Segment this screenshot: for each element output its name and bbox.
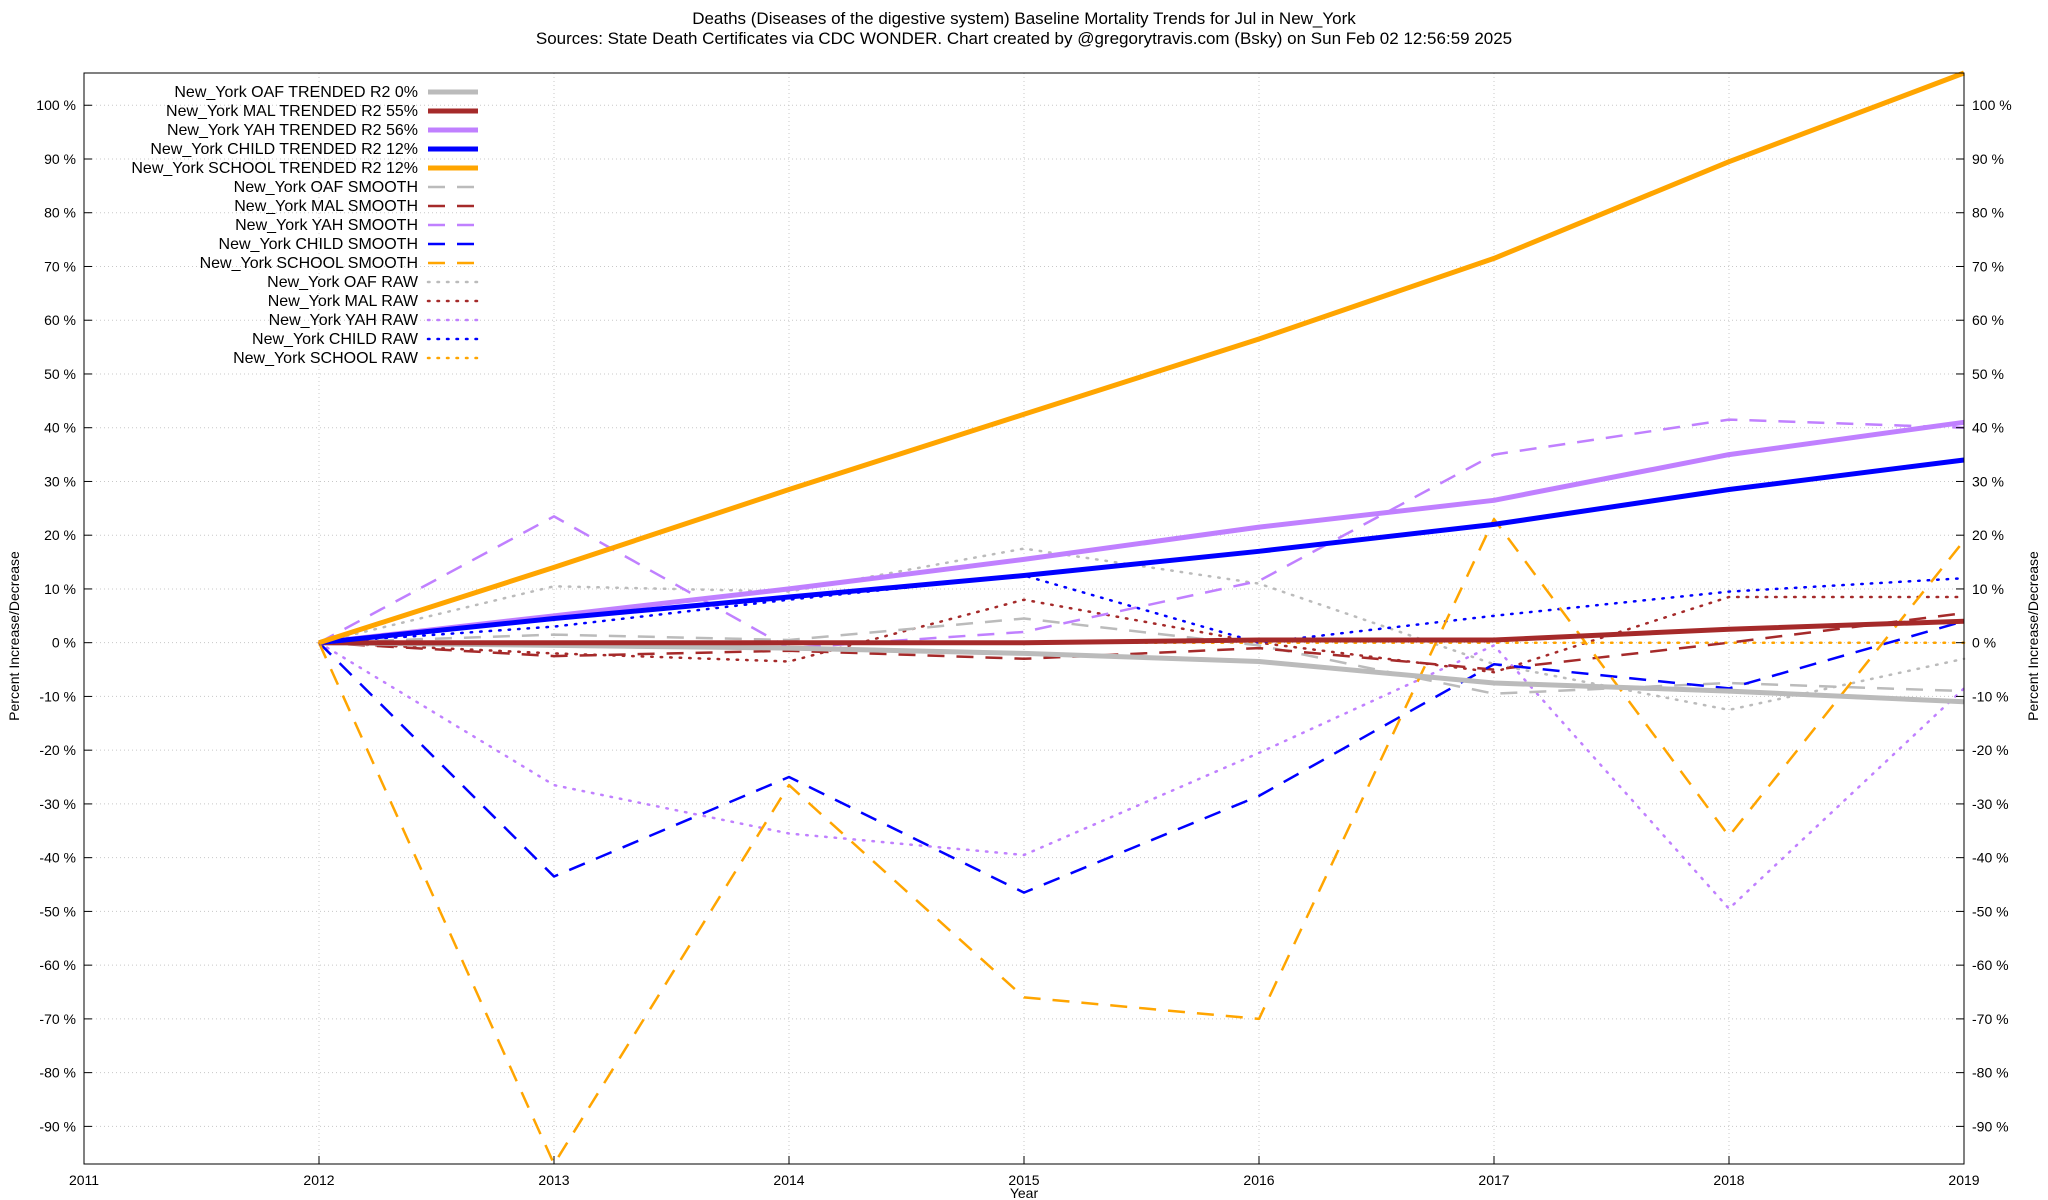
legend-label: New_York MAL TRENDED R2 55% — [166, 103, 418, 120]
y-tick-label-right: 20 % — [1972, 527, 2004, 543]
y-tick-label-right: 60 % — [1972, 312, 2004, 328]
x-tick-label: 2011 — [69, 1172, 99, 1188]
y-tick-label-left: -20 % — [39, 742, 76, 758]
y-tick-label-right: 0 % — [1972, 635, 1996, 651]
series-line-new-york-mal-smooth — [318, 611, 1965, 671]
x-tick-label: 2018 — [1713, 1172, 1744, 1188]
y-tick-label-right: 40 % — [1972, 420, 2004, 436]
y-tick-label-left: 50 % — [44, 366, 76, 382]
series-line-new-york-school-smooth — [317, 517, 1965, 1166]
y-tick-label-left: -90 % — [39, 1118, 76, 1134]
x-tick-label: 2015 — [1008, 1172, 1039, 1188]
series-line-new-york-school-trended-r2-12 — [318, 70, 1965, 646]
chart-subtitle: Sources: State Death Certificates via CD… — [536, 29, 1512, 48]
y-tick-label-right: 80 % — [1972, 205, 2004, 221]
y-tick-label-right: 50 % — [1972, 366, 2004, 382]
y-tick-label-left: 80 % — [44, 205, 76, 221]
y-tick-label-right: -90 % — [1972, 1118, 2009, 1134]
x-tick-label: 2016 — [1243, 1172, 1274, 1188]
y-tick-label-left: 20 % — [44, 527, 76, 543]
series-line-new-york-child-raw — [317, 574, 1966, 644]
y-tick-label-right: 70 % — [1972, 258, 2004, 274]
y-tick-label-right: -50 % — [1972, 903, 2009, 919]
y-tick-label-right: -30 % — [1972, 796, 2009, 812]
y-axis-label-right: Percent Increase/Decrease — [2025, 551, 2041, 721]
y-tick-label-right: 30 % — [1972, 473, 2004, 489]
legend-label: New_York CHILD SMOOTH — [219, 236, 418, 253]
legend-label: New_York OAF RAW — [267, 274, 419, 291]
y-tick-label-right: 90 % — [1972, 151, 2004, 167]
series-line-new-york-mal-trended-r2-55 — [319, 618, 1965, 646]
y-tick-label-left: -60 % — [39, 957, 76, 973]
y-tick-label-right: -80 % — [1972, 1065, 2009, 1081]
axis-ticks: -90 % -90 % -80 % -80 % -70 % -70 % -60 % -60 %… — [36, 97, 2011, 1188]
chart-title: Deaths (Diseases of the digestive system… — [692, 9, 1356, 28]
x-tick-label: 2012 — [303, 1172, 334, 1188]
series-lines — [317, 70, 1966, 1166]
y-tick-label-right: -70 % — [1972, 1011, 2009, 1027]
x-tick-label: 2017 — [1478, 1172, 1509, 1188]
legend-label: New_York SCHOOL RAW — [233, 350, 419, 367]
series-line-new-york-child-trended-r2-12 — [318, 457, 1965, 646]
y-tick-label-left: -10 % — [39, 688, 76, 704]
x-axis-label: Year — [1010, 1185, 1039, 1200]
y-tick-label-left: -80 % — [39, 1065, 76, 1081]
y-tick-label-right: -20 % — [1972, 742, 2009, 758]
legend-label: New_York YAH TRENDED R2 56% — [167, 122, 418, 139]
y-tick-label-right: 10 % — [1972, 581, 2004, 597]
y-tick-label-left: -70 % — [39, 1011, 76, 1027]
y-tick-label-left: 100 % — [36, 97, 76, 113]
y-tick-label-left: 70 % — [44, 258, 76, 274]
y-tick-label-right: -60 % — [1972, 957, 2009, 973]
series-line-new-york-yah-raw — [317, 641, 1966, 910]
x-tick-label: 2013 — [538, 1172, 569, 1188]
y-tick-label-left: 60 % — [44, 312, 76, 328]
y-tick-label-left: 40 % — [44, 420, 76, 436]
x-tick-label: 2019 — [1948, 1172, 1979, 1188]
y-tick-label-left: -40 % — [39, 850, 76, 866]
legend: New_York OAF TRENDED R2 0% New_York MAL T… — [131, 84, 480, 367]
y-tick-label-right: -10 % — [1972, 688, 2009, 704]
legend-label: New_York MAL SMOOTH — [234, 198, 418, 215]
series-line-new-york-child-smooth — [318, 619, 1965, 894]
y-tick-label-left: 90 % — [44, 151, 76, 167]
y-tick-label-left: -30 % — [39, 796, 76, 812]
y-tick-label-left: 30 % — [44, 473, 76, 489]
x-tick-label: 2014 — [773, 1172, 804, 1188]
y-axis-label-left: Percent Increase/Decrease — [6, 551, 22, 721]
legend-label: New_York OAF TRENDED R2 0% — [174, 84, 418, 101]
y-tick-label-right: 100 % — [1972, 97, 2012, 113]
legend-label: New_York SCHOOL TRENDED R2 12% — [131, 160, 418, 177]
y-tick-label-right: -40 % — [1972, 850, 2009, 866]
legend-label: New_York YAH SMOOTH — [235, 217, 418, 234]
y-tick-label-left: -50 % — [39, 903, 76, 919]
legend-label: New_York MAL RAW — [268, 293, 419, 310]
y-tick-label-left: 0 % — [52, 635, 76, 651]
legend-label: New_York OAF SMOOTH — [234, 179, 418, 196]
series-line-new-york-yah-trended-r2-56 — [318, 419, 1965, 646]
legend-label: New_York CHILD TRENDED R2 12% — [150, 141, 418, 158]
legend-label: New_York SCHOOL SMOOTH — [200, 255, 418, 272]
legend-label: New_York YAH RAW — [269, 312, 419, 329]
legend-label: New_York CHILD RAW — [252, 331, 419, 348]
y-tick-label-left: 10 % — [44, 581, 76, 597]
series-line-new-york-oaf-trended-r2-0 — [318, 640, 1965, 705]
